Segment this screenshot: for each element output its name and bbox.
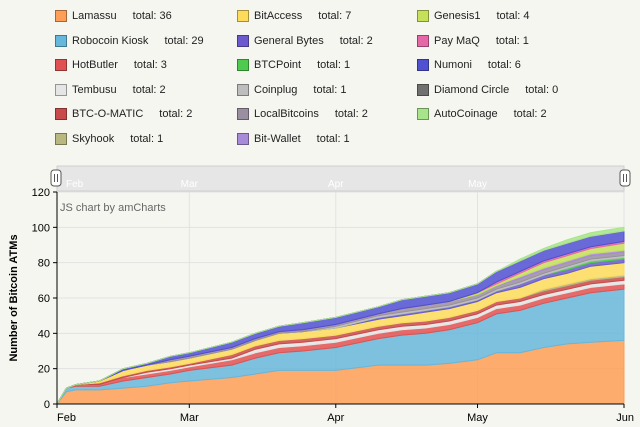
y-tick-label: 20	[38, 364, 50, 376]
legend-item-btcpoint[interactable]: BTCPoint total: 1	[237, 57, 350, 73]
legend-item-robocoin-kiosk[interactable]: Robocoin Kiosk total: 29	[55, 33, 204, 49]
legend-total: total: 29	[164, 34, 204, 47]
scrollbar-label: May	[468, 179, 487, 190]
legend-label: HotButler	[72, 59, 118, 71]
legend-label: BTCPoint	[254, 59, 302, 71]
y-tick-label: 80	[38, 258, 50, 270]
scrollbar-label: Mar	[181, 179, 199, 190]
legend-total: total: 1	[317, 59, 351, 71]
legend-total: total: 7	[318, 10, 352, 22]
legend-label: Lamassu	[72, 10, 117, 22]
legend-swatch	[55, 59, 67, 71]
legend-swatch	[55, 83, 67, 96]
legend-swatch	[237, 10, 249, 22]
y-tick-label: 60	[38, 293, 50, 305]
legend-swatch	[237, 132, 249, 145]
legend-label: Genesis1	[434, 10, 481, 22]
x-tick-label: May	[467, 412, 488, 424]
legend-item-diamond-circle[interactable]: Diamond Circle total: 0	[417, 82, 558, 98]
chart-areas	[55, 226, 625, 405]
legend-label: BitAccess	[254, 10, 303, 22]
legend-label: General Bytes	[254, 34, 324, 47]
legend-total: total: 1	[313, 83, 347, 96]
scrollbar-right-handle[interactable]	[619, 169, 631, 187]
x-tick-label: Mar	[180, 412, 199, 424]
y-axis-label: Number of Bitcoin ATMs	[8, 234, 20, 361]
legend-total: total: 2	[159, 108, 193, 120]
chart-credits[interactable]: JS chart by amCharts	[60, 202, 166, 214]
legend-swatch	[237, 83, 249, 96]
legend-total: total: 3	[133, 59, 167, 71]
legend-total: total: 1	[130, 132, 164, 145]
legend-item-autocoinage[interactable]: AutoCoinage total: 2	[417, 106, 547, 122]
scrollbar-track[interactable]	[56, 165, 625, 192]
y-tick-label: 40	[38, 328, 50, 340]
legend-label: Bit-Wallet	[254, 132, 301, 145]
legend-item-bitaccess[interactable]: BitAccess total: 7	[237, 8, 351, 24]
legend-label: Coinplug	[254, 83, 298, 96]
legend-item-btc-o-matic[interactable]: BTC-O-MATIC total: 2	[55, 106, 192, 122]
legend-item-localbitcoins[interactable]: LocalBitcoins total: 2	[237, 106, 368, 122]
legend-total: total: 2	[513, 108, 547, 120]
scrollbar-label: Apr	[328, 179, 344, 190]
legend-item-coinplug[interactable]: Coinplug total: 1	[237, 82, 346, 98]
legend-label: Diamond Circle	[434, 83, 510, 96]
legend-swatch	[417, 10, 429, 22]
y-tick-label: 100	[32, 222, 50, 234]
x-tick-label: Jun	[616, 412, 634, 424]
legend-label: AutoCoinage	[434, 108, 498, 120]
legend-swatch	[55, 108, 67, 120]
legend-swatch	[417, 34, 429, 47]
legend-swatch	[55, 10, 67, 22]
legend-item-lamassu[interactable]: Lamassu total: 36	[55, 8, 172, 24]
legend-item-general-bytes[interactable]: General Bytes total: 2	[237, 33, 373, 49]
legend-item-bit-wallet[interactable]: Bit-Wallet total: 1	[237, 131, 350, 147]
chart-axes: 0 20 40 60 80 100 120 Feb Mar Apr May Jun	[32, 187, 634, 424]
y-tick-label: 0	[44, 399, 50, 411]
legend-item-genesis1[interactable]: Genesis1 total: 4	[417, 8, 530, 24]
legend-label: Pay MaQ	[434, 34, 480, 47]
legend-total: total: 6	[487, 59, 521, 71]
legend-label: Numoni	[434, 59, 472, 71]
legend-swatch	[55, 132, 67, 145]
legend-item-tembusu[interactable]: Tembusu total: 2	[55, 82, 166, 98]
legend-total: total: 2	[334, 108, 368, 120]
legend-swatch	[417, 59, 429, 71]
scrollbar-label: Feb	[66, 179, 84, 190]
legend-total: total: 1	[495, 34, 529, 47]
legend-swatch	[417, 108, 429, 120]
y-tick-label: 120	[32, 187, 50, 199]
x-tick-label: Apr	[327, 412, 344, 424]
legend-swatch	[237, 34, 249, 47]
legend-item-skyhook[interactable]: Skyhook total: 1	[55, 131, 163, 147]
area-autocoinage[interactable]	[56, 226, 625, 405]
legend-label: LocalBitcoins	[254, 108, 319, 120]
legend-total: total: 0	[525, 83, 559, 96]
legend-label: Skyhook	[72, 132, 115, 145]
legend-item-numoni[interactable]: Numoni total: 6	[417, 57, 521, 73]
legend-swatch	[237, 59, 249, 71]
legend-total: total: 36	[132, 10, 172, 22]
legend-total: total: 2	[339, 34, 373, 47]
legend-total: total: 4	[496, 10, 530, 22]
legend-label: Robocoin Kiosk	[72, 34, 149, 47]
x-tick-label: Feb	[57, 412, 76, 424]
scrollbar-left-handle[interactable]	[50, 169, 62, 187]
legend-label: Tembusu	[72, 83, 117, 96]
legend-swatch	[237, 108, 249, 120]
legend-item-pay-maq[interactable]: Pay MaQ total: 1	[417, 33, 529, 49]
legend-label: BTC-O-MATIC	[72, 108, 144, 120]
legend-swatch	[417, 83, 429, 96]
legend-total: total: 1	[316, 132, 350, 145]
legend-item-hotbutler[interactable]: HotButler total: 3	[55, 57, 167, 73]
legend-total: total: 2	[132, 83, 166, 96]
chart-scrollbar[interactable]: Feb Mar Apr May	[50, 165, 631, 192]
legend-swatch	[55, 34, 67, 47]
